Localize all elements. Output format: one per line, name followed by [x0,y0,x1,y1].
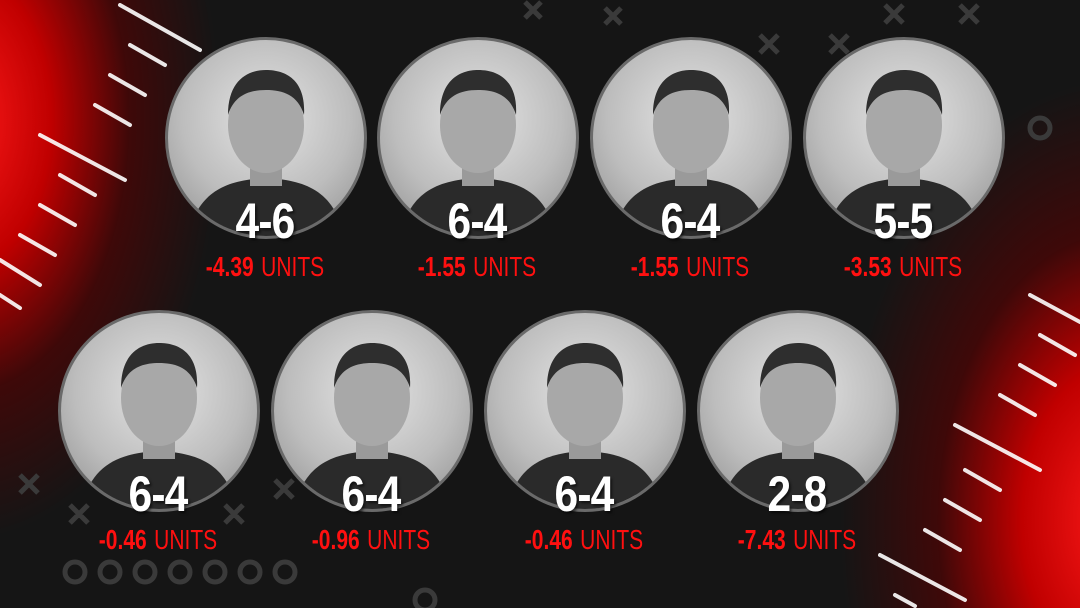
yard-lines-left [0,3,202,310]
expert-photo [697,310,899,512]
units-result: -3.53 UNITS [813,251,993,283]
expert-photo [165,37,367,239]
units-result: -0.96 UNITS [281,524,461,556]
units-value: -1.55 [630,251,679,282]
expert-photo [803,37,1005,239]
win-loss-record: 4-6 [235,193,296,249]
units-value: -1.55 [417,251,466,282]
person-silhouette-icon [613,70,769,236]
expert-card: 5-5 -3.53 UNITS [803,37,1005,282]
units-result: -7.43 UNITS [707,524,887,556]
units-result: -4.39 UNITS [175,251,355,283]
win-loss-record: 2-8 [767,466,828,522]
expert-card: 6-4 -0.96 UNITS [271,310,473,555]
expert-photo [590,37,792,239]
units-label: UNITS [473,251,537,282]
win-loss-record: 6-4 [447,193,508,249]
win-loss-record: 6-4 [554,466,615,522]
expert-card: 2-8 -7.43 UNITS [697,310,899,555]
expert-card: 6-4 -1.55 UNITS [377,37,579,282]
units-label: UNITS [580,524,644,555]
units-label: UNITS [686,251,750,282]
expert-card: 4-6 -4.39 UNITS [165,37,367,282]
win-loss-record: 5-5 [873,193,934,249]
expert-photo [271,310,473,512]
units-value: -7.43 [737,524,786,555]
person-silhouette-icon [81,343,237,509]
person-silhouette-icon [188,70,344,236]
person-silhouette-icon [507,343,663,509]
person-silhouette-icon [400,70,556,236]
units-label: UNITS [154,524,218,555]
units-value: -3.53 [843,251,892,282]
units-label: UNITS [367,524,431,555]
units-result: -0.46 UNITS [494,524,674,556]
expert-card: 6-4 -0.46 UNITS [58,310,260,555]
units-value: -0.96 [311,524,360,555]
units-result: -0.46 UNITS [68,524,248,556]
units-label: UNITS [899,251,963,282]
person-silhouette-icon [826,70,982,236]
play-diagram-marks [18,0,1053,608]
units-label: UNITS [793,524,857,555]
units-value: -0.46 [98,524,147,555]
expert-photo [58,310,260,512]
units-result: -1.55 UNITS [387,251,567,283]
yard-lines-right [878,293,1080,608]
units-label: UNITS [261,251,325,282]
units-value: -4.39 [205,251,254,282]
expert-card: 6-4 -0.46 UNITS [484,310,686,555]
expert-photo [484,310,686,512]
win-loss-record: 6-4 [341,466,402,522]
units-value: -0.46 [524,524,573,555]
person-silhouette-icon [294,343,450,509]
win-loss-record: 6-4 [128,466,189,522]
expert-card: 6-4 -1.55 UNITS [590,37,792,282]
units-result: -1.55 UNITS [600,251,780,283]
expert-photo [377,37,579,239]
person-silhouette-icon [720,343,876,509]
win-loss-record: 6-4 [660,193,721,249]
